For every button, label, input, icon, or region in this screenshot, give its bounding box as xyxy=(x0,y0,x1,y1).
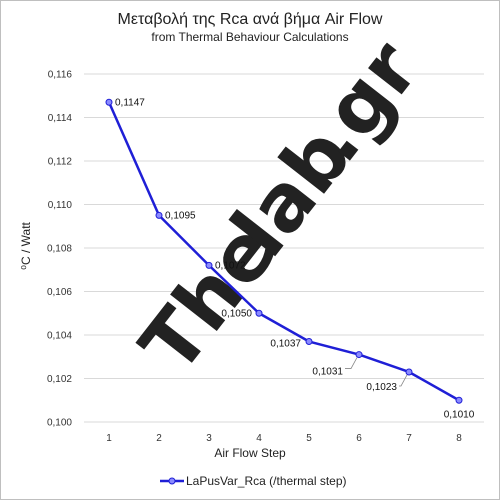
y-tick-label: 0,100 xyxy=(47,418,72,429)
y-tick-label: 0,104 xyxy=(47,331,72,342)
x-tick-label: 7 xyxy=(406,433,412,444)
gridlines xyxy=(84,73,484,423)
x-tick-label: 1 xyxy=(106,433,112,444)
x-tick-label: 3 xyxy=(206,433,212,444)
data-label: 0,1147 xyxy=(115,97,145,108)
x-tick-label: 4 xyxy=(256,433,262,444)
legend-dot-marker xyxy=(168,477,176,485)
x-tick-label: 2 xyxy=(156,433,162,444)
data-label: 0,1010 xyxy=(444,409,475,420)
data-label-leader xyxy=(345,357,358,369)
series-lapusvar-rca: 0,1147 0,1095 0,1072 0,1050 0,1037 0,1031 0,10… xyxy=(105,97,475,420)
data-label: 0,1023 xyxy=(366,382,397,393)
series-line xyxy=(107,101,460,402)
data-label: 0,1095 xyxy=(165,210,196,221)
x-tick-label: 8 xyxy=(456,433,462,444)
x-tick-label: 5 xyxy=(306,433,312,444)
data-point xyxy=(355,351,363,359)
data-point xyxy=(255,309,263,317)
data-label-leader xyxy=(399,374,408,387)
legend-label: LaPusVar_Rca (/thermal step) xyxy=(186,474,347,488)
data-point xyxy=(155,211,163,219)
data-label: 0,1050 xyxy=(221,308,252,319)
y-tick-label: 0,114 xyxy=(48,113,73,124)
y-tick-label: 0,116 xyxy=(48,70,73,81)
data-point xyxy=(405,368,413,376)
y-tick-label: 0,110 xyxy=(48,200,73,211)
data-label: 0,1031 xyxy=(312,367,343,378)
y-tick-label: 0,106 xyxy=(47,287,72,298)
y-tick-label: 0,112 xyxy=(48,157,73,168)
data-point xyxy=(105,98,113,106)
data-label: 0,1072 xyxy=(215,260,246,271)
chart-subtitle: from Thermal Behaviour Calculations xyxy=(151,30,348,44)
x-axis-label: Air Flow Step xyxy=(214,446,286,460)
data-point xyxy=(205,261,213,269)
data-point xyxy=(305,338,313,346)
x-tick-label: 6 xyxy=(356,433,362,444)
data-point xyxy=(455,396,463,404)
y-axis-ticks: 0,100 0,102 0,104 0,106 0,108 0,110 0,112 0,114… xyxy=(47,70,72,429)
data-label: 0,1037 xyxy=(270,339,301,350)
chart-title: Μεταβολή της Rca ανά βήμα Air Flow xyxy=(118,11,383,28)
x-axis-ticks: 1 2 3 4 5 6 7 8 xyxy=(106,433,462,444)
y-axis-label: ⁰C / Watt xyxy=(19,221,33,269)
y-tick-label: 0,108 xyxy=(47,244,72,255)
y-tick-label: 0,102 xyxy=(47,374,72,385)
legend: LaPusVar_Rca (/thermal step) xyxy=(160,474,347,488)
